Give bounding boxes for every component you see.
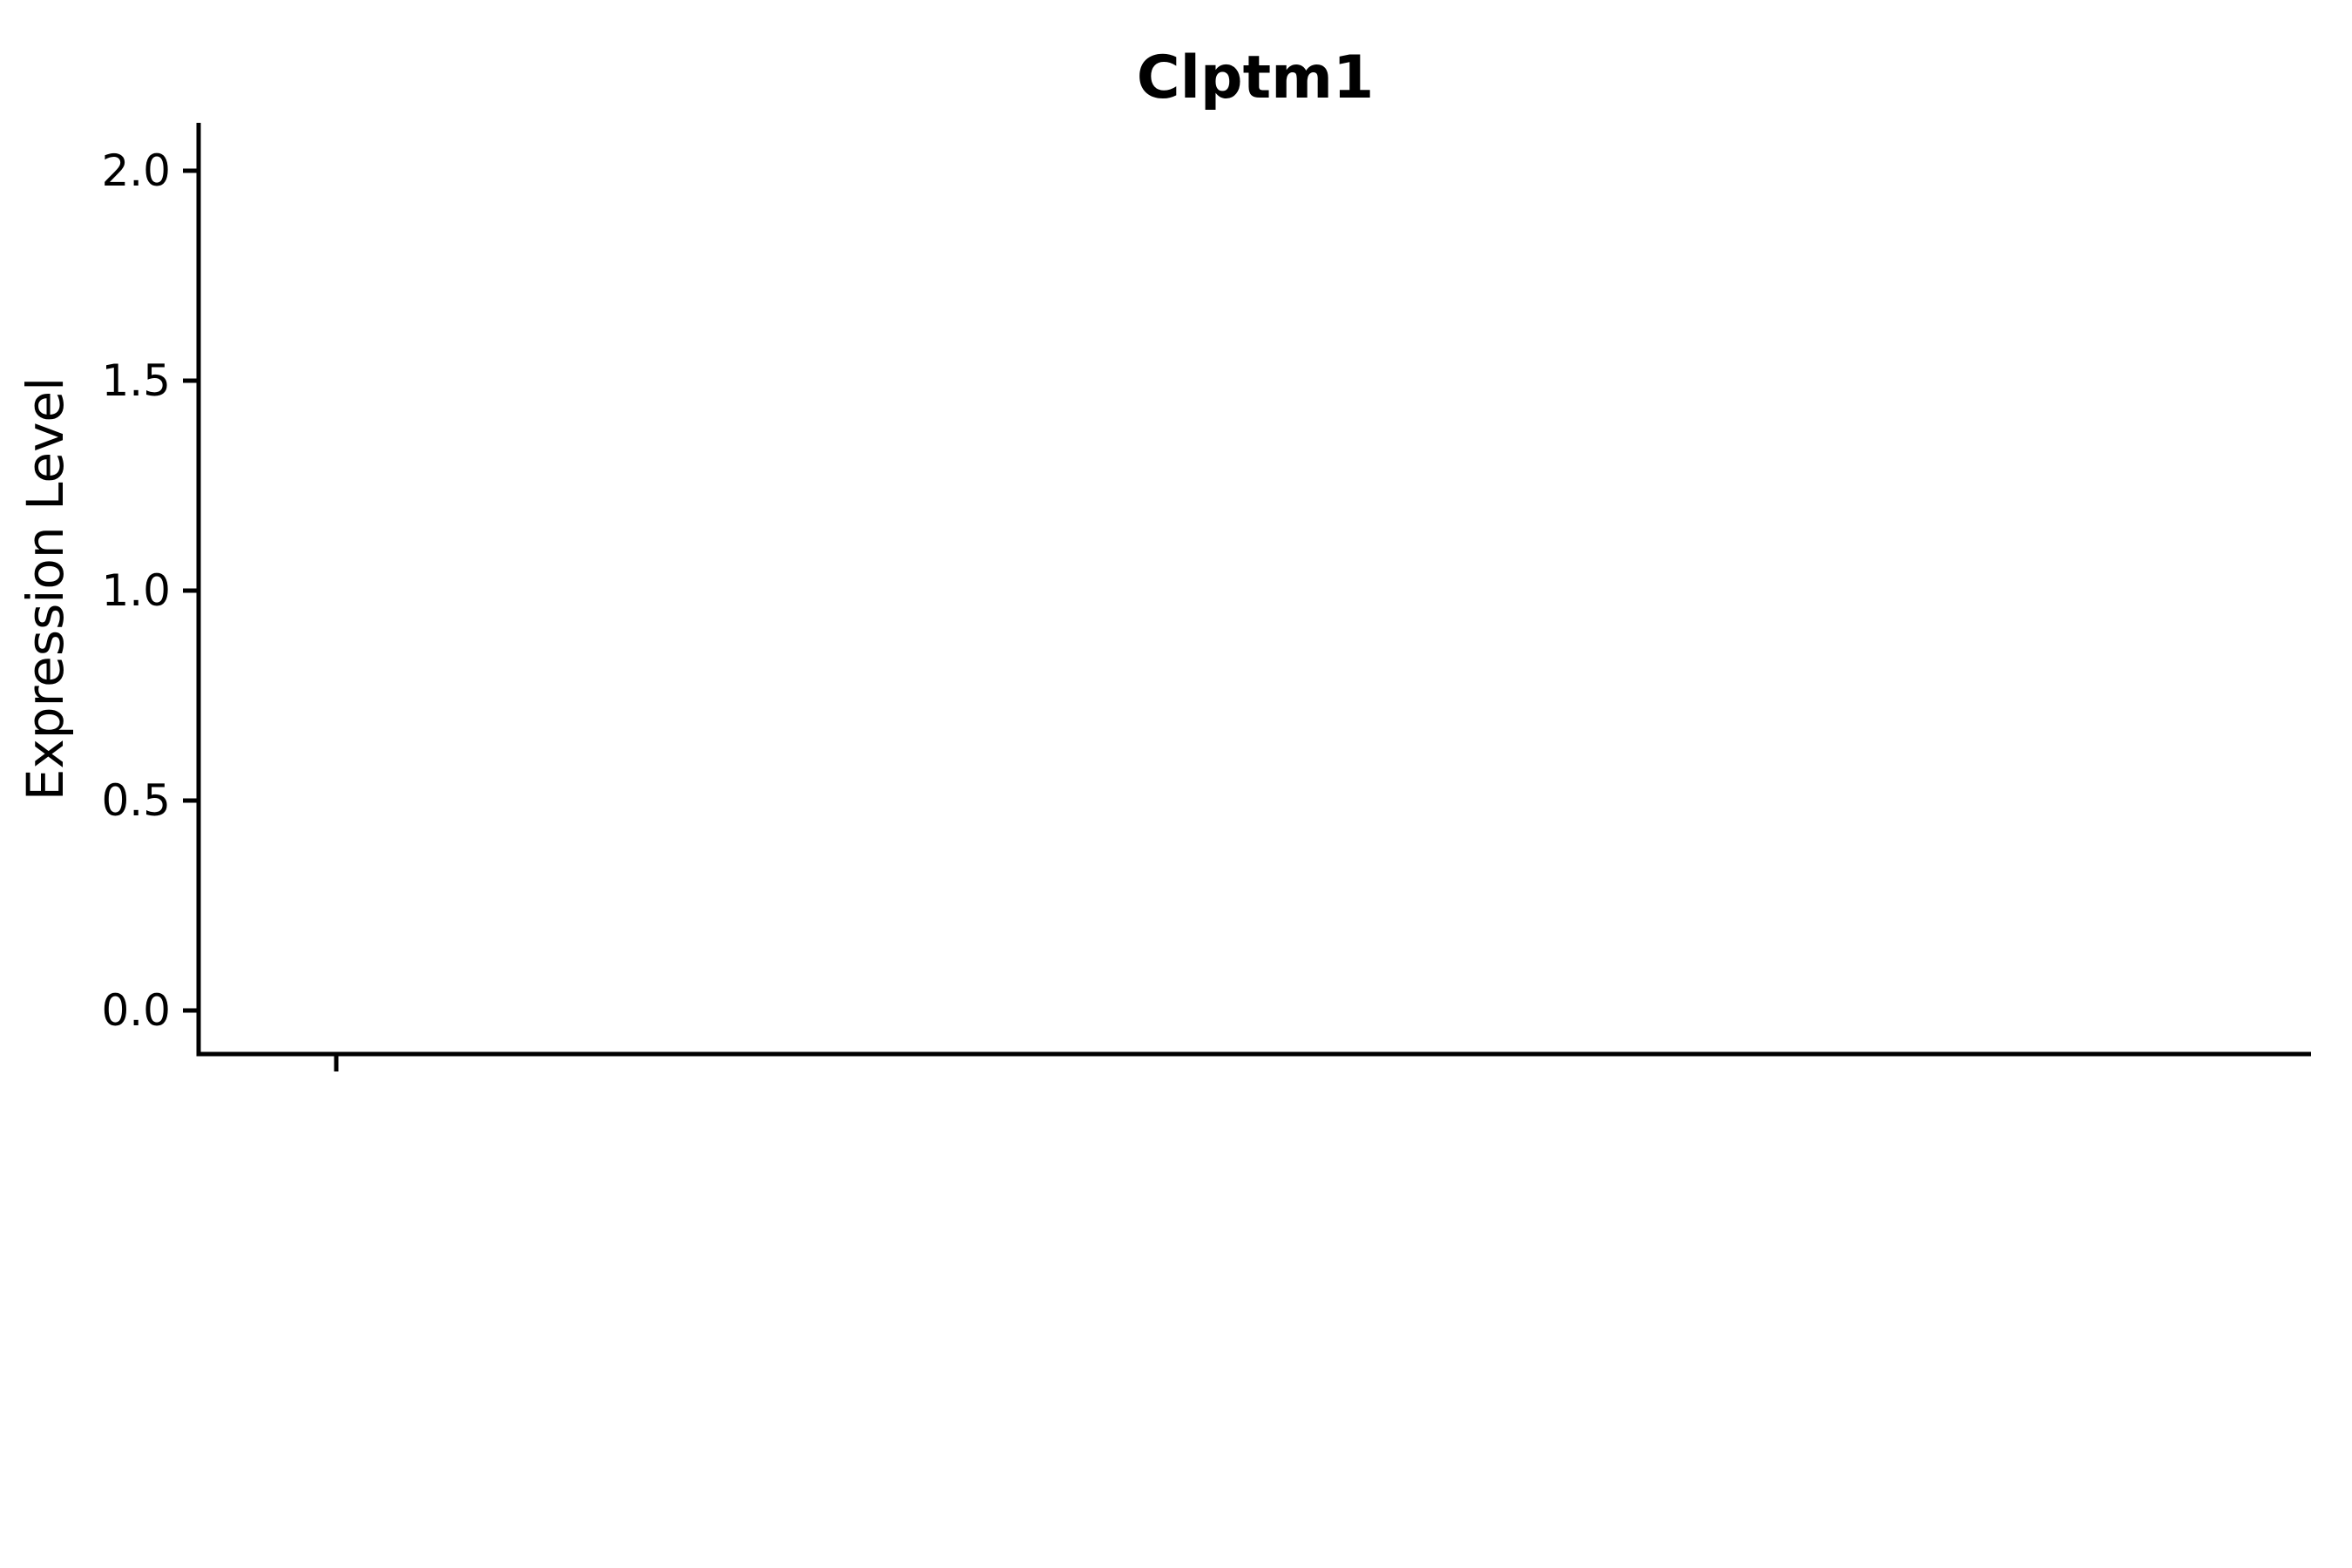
y-tick-label: 1.0 <box>101 565 171 616</box>
y-tick-label: 1.5 <box>101 355 171 406</box>
y-tick-label: 0.5 <box>101 775 171 826</box>
y-axis-label: Expression Level <box>16 377 75 801</box>
y-ticks: 0.0 0.5 1.0 1.5 2.0 <box>101 145 199 1036</box>
y-tick-label: 0.0 <box>101 985 171 1036</box>
chart-title: Clptm1 <box>1137 44 1375 112</box>
y-tick-label: 2.0 <box>101 145 171 196</box>
axes-layer: 0.0 0.5 1.0 1.5 2.0 <box>101 123 2311 1071</box>
